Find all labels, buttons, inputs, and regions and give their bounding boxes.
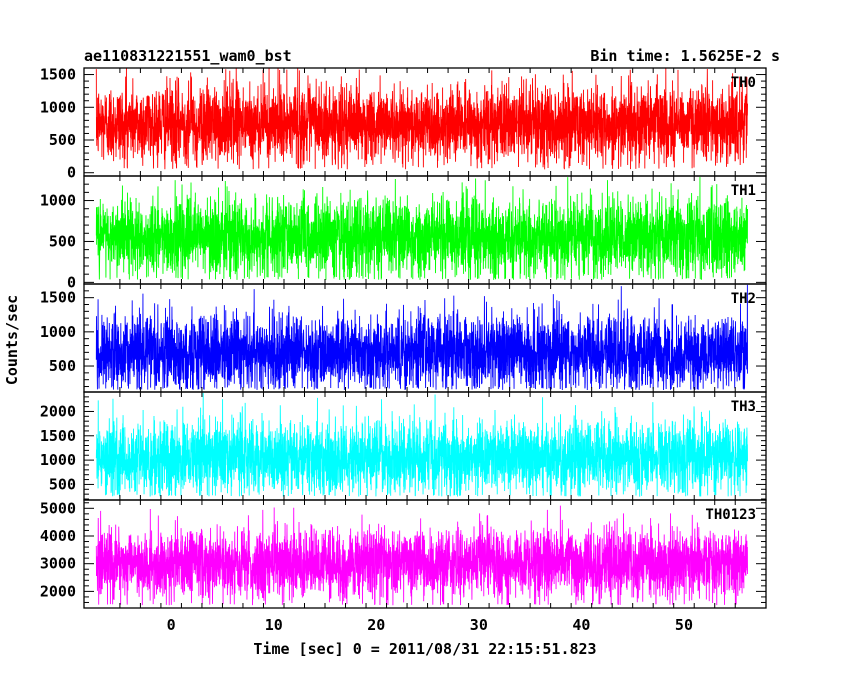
- x-tick-label: 0: [167, 616, 176, 634]
- y-tick-label: 1500: [40, 427, 76, 445]
- chart-title: ae110831221551_wam0_bst: [84, 47, 292, 65]
- series-trace-th2: [95, 284, 748, 390]
- y-tick-label: 1500: [40, 289, 76, 307]
- bin-time-label: Bin time: 1.5625E-2 s: [590, 47, 780, 65]
- panel-th0: 0 500 1000 1500 TH0: [40, 66, 767, 182]
- y-tick-label: 500: [49, 357, 76, 375]
- panel-label-th1: TH1: [731, 183, 756, 199]
- x-tick-label: 30: [470, 616, 488, 634]
- y-tick-label: 5000: [40, 499, 76, 517]
- panel-label-th0: TH0: [731, 75, 756, 91]
- y-tick-label: 1500: [40, 66, 76, 84]
- y-tick-label: 500: [49, 232, 76, 250]
- y-tick-label: 4000: [40, 527, 76, 545]
- series-trace-th3: [95, 392, 748, 497]
- x-tick-label: 10: [265, 616, 283, 634]
- y-tick-label: 1000: [40, 451, 76, 469]
- x-tick-label: 40: [572, 616, 590, 634]
- y-tick-label: 1000: [40, 192, 76, 210]
- panel-label-th0123: TH0123: [705, 507, 756, 523]
- x-tick-label: 20: [367, 616, 385, 634]
- panel-th3: 500 1000 1500 2000 TH3: [40, 391, 767, 501]
- panel-label-th3: TH3: [731, 399, 756, 415]
- series-trace-th0123: [95, 505, 748, 606]
- y-tick-label: 2000: [40, 402, 76, 420]
- panel-label-th2: TH2: [731, 291, 756, 307]
- y-tick-label: 2000: [40, 582, 76, 600]
- x-axis-title: Time [sec] 0 = 2011/08/31 22:15:51.823: [253, 640, 596, 658]
- panel-frame: [83, 499, 767, 609]
- y-tick-label: 500: [49, 131, 76, 149]
- y-axis-title: Counts/sec: [3, 295, 21, 385]
- series-trace-th0: [95, 68, 748, 170]
- x-tick-label: 50: [675, 616, 693, 634]
- panel-th2: 500 1000 1500 TH2: [40, 283, 767, 393]
- series-trace-th1: [95, 177, 748, 280]
- panel-th0123: 2000 3000 4000 5000 TH0123: [40, 499, 767, 609]
- panel-th1: 0 500 1000 TH1: [40, 175, 767, 291]
- y-tick-label: 1000: [40, 98, 76, 116]
- y-tick-label: 3000: [40, 555, 76, 573]
- y-tick-label: 500: [49, 475, 76, 493]
- y-tick-label: 0: [67, 164, 76, 182]
- y-tick-label: 0: [67, 273, 76, 291]
- y-tick-label: 1000: [40, 323, 76, 341]
